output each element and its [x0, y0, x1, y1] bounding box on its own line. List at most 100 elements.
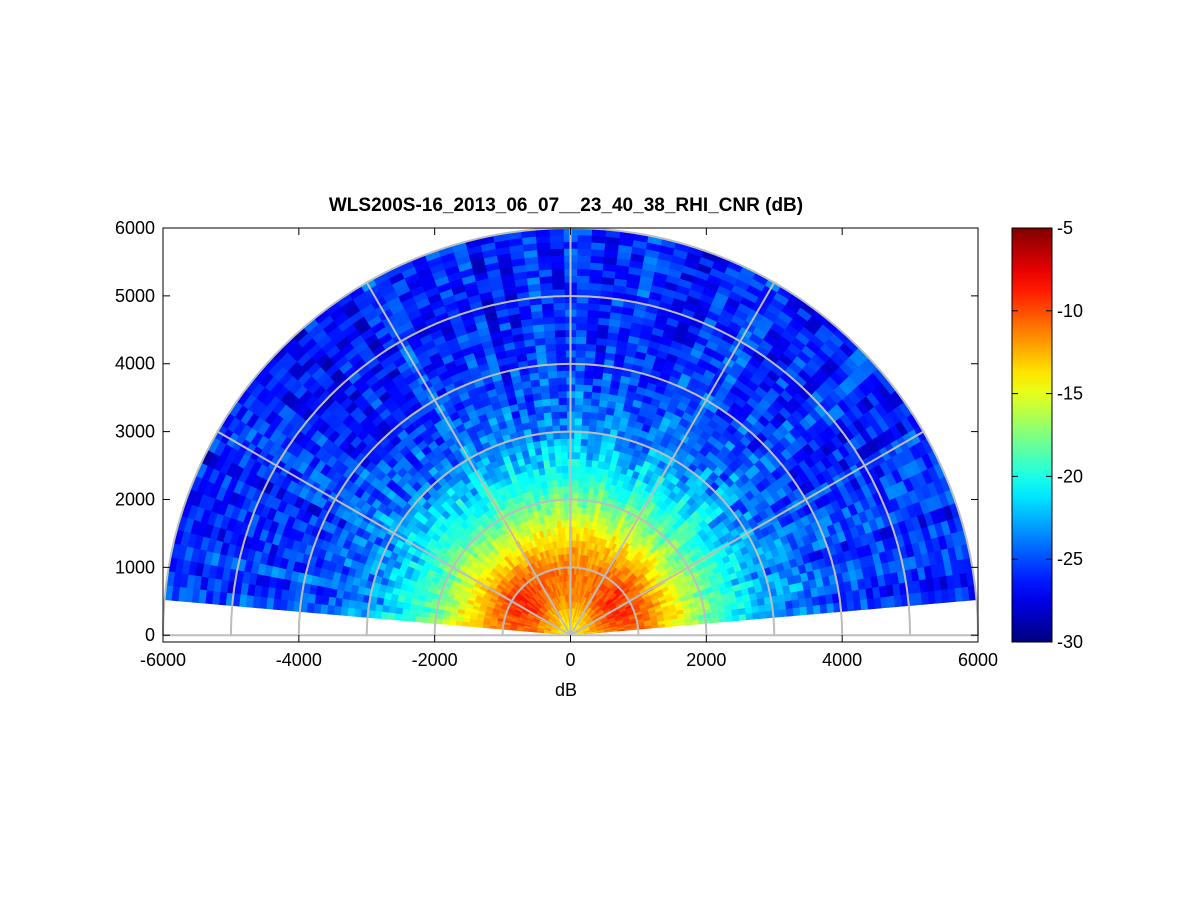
heatmap-cell	[554, 343, 566, 351]
heatmap-cell	[373, 610, 383, 619]
heatmap-cell	[380, 611, 389, 620]
heatmap-cell	[792, 606, 801, 617]
heatmap-cell	[799, 605, 808, 616]
heatmap-cell	[576, 275, 590, 284]
heatmap-cell	[571, 539, 576, 548]
heatmap-cell	[574, 377, 585, 385]
heatmap-cell	[555, 472, 563, 481]
heatmap-cell	[549, 234, 564, 243]
heatmap-cell	[340, 606, 349, 617]
heatmap-cell	[574, 404, 583, 412]
heatmap-cell	[573, 438, 582, 446]
heatmap-cell	[584, 459, 593, 468]
heatmap-cell	[575, 322, 588, 331]
heatmap-cell	[826, 602, 835, 614]
heatmap-cell	[546, 445, 555, 454]
heatmap-cell	[326, 605, 335, 615]
heatmap-cell	[590, 459, 599, 468]
heatmap-cell	[537, 371, 549, 380]
heatmap-cell	[577, 234, 592, 243]
heatmap-cell	[543, 418, 553, 427]
heatmap-cell	[555, 465, 563, 474]
heatmap-cell	[575, 302, 589, 311]
heatmap-cell	[587, 302, 600, 311]
heatmap-cell	[576, 248, 592, 256]
heatmap-cell	[585, 452, 594, 461]
heatmap-cell	[574, 397, 584, 406]
heatmap-cell	[586, 445, 595, 454]
heatmap-cell	[581, 404, 591, 413]
heatmap-cell	[589, 405, 599, 414]
heatmap-cell	[592, 446, 601, 455]
heatmap-cell	[538, 377, 549, 387]
heatmap-cell	[583, 370, 594, 379]
heatmap-cell	[576, 282, 590, 290]
heatmap-cell	[574, 390, 584, 399]
heatmap-cell	[564, 519, 569, 528]
heatmap-cell	[588, 275, 603, 284]
heatmap-cell	[576, 268, 591, 277]
heatmap-cell	[549, 397, 559, 406]
heatmap-cell	[593, 439, 602, 448]
heatmap-cell	[589, 268, 603, 278]
heatmap-cell	[572, 512, 578, 521]
heatmap-cell	[543, 329, 556, 339]
heatmap-cell	[575, 526, 581, 535]
heatmap-cell	[583, 479, 590, 488]
heatmap-cell	[806, 605, 815, 615]
heatmap-cell	[812, 604, 822, 615]
heatmap-cell	[560, 458, 568, 467]
heatmap-cell	[573, 451, 581, 460]
heatmap-cell	[586, 309, 600, 318]
heatmap-cell	[590, 398, 600, 407]
heatmap-cell	[573, 458, 581, 467]
plot-area: -6000 -4000 -2000 0 2000 4000 6000 01000200030…	[115, 218, 998, 670]
heatmap-cell	[561, 472, 569, 480]
heatmap-cell	[557, 397, 567, 406]
heatmap-cell	[548, 390, 559, 399]
heatmap-cell	[592, 377, 603, 387]
heatmap-cell	[589, 411, 599, 420]
heatmap-cell	[547, 370, 558, 379]
heatmap-cell	[572, 478, 579, 487]
heatmap-cell	[537, 255, 552, 264]
heatmap-cell	[550, 404, 560, 413]
heatmap-cell	[550, 261, 565, 270]
heatmap-cell	[554, 451, 562, 460]
heatmap-cell	[578, 479, 585, 487]
heatmap-cell	[592, 371, 604, 380]
heatmap-cell	[461, 621, 470, 627]
heatmap-cell	[547, 452, 556, 461]
heatmap-cell	[554, 458, 562, 467]
heatmap-cell	[584, 465, 592, 474]
heatmap-cell	[590, 466, 598, 475]
heatmap-cell	[575, 336, 587, 345]
heatmap-cell	[758, 610, 768, 619]
heatmap-cell	[509, 627, 517, 631]
heatmap-cell	[579, 458, 587, 467]
heatmap-cell	[575, 349, 586, 358]
heatmap-cell	[333, 605, 342, 616]
heatmap-cell	[590, 241, 606, 251]
heatmap-cell	[575, 309, 588, 317]
heatmap-cell	[541, 309, 555, 318]
heatmap-cell	[578, 472, 586, 481]
heatmap-cell	[575, 519, 581, 528]
heatmap-cell	[548, 459, 557, 468]
heatmap-cell	[563, 512, 569, 521]
heatmap-cell	[576, 241, 592, 250]
heatmap-cell	[538, 275, 553, 284]
heatmap-cell	[576, 506, 583, 514]
heatmap-cell	[541, 398, 551, 407]
heatmap-cell	[535, 241, 551, 251]
heatmap-cell	[745, 612, 754, 621]
heatmap-cell	[536, 248, 551, 257]
heatmap-cell	[539, 282, 553, 291]
heatmap-cell	[553, 309, 566, 317]
heatmap-cell	[374, 604, 384, 613]
heatmap-cell	[586, 323, 599, 332]
heatmap-cell	[582, 397, 592, 406]
heatmap-cell	[557, 485, 564, 494]
heatmap-cell	[388, 606, 397, 615]
